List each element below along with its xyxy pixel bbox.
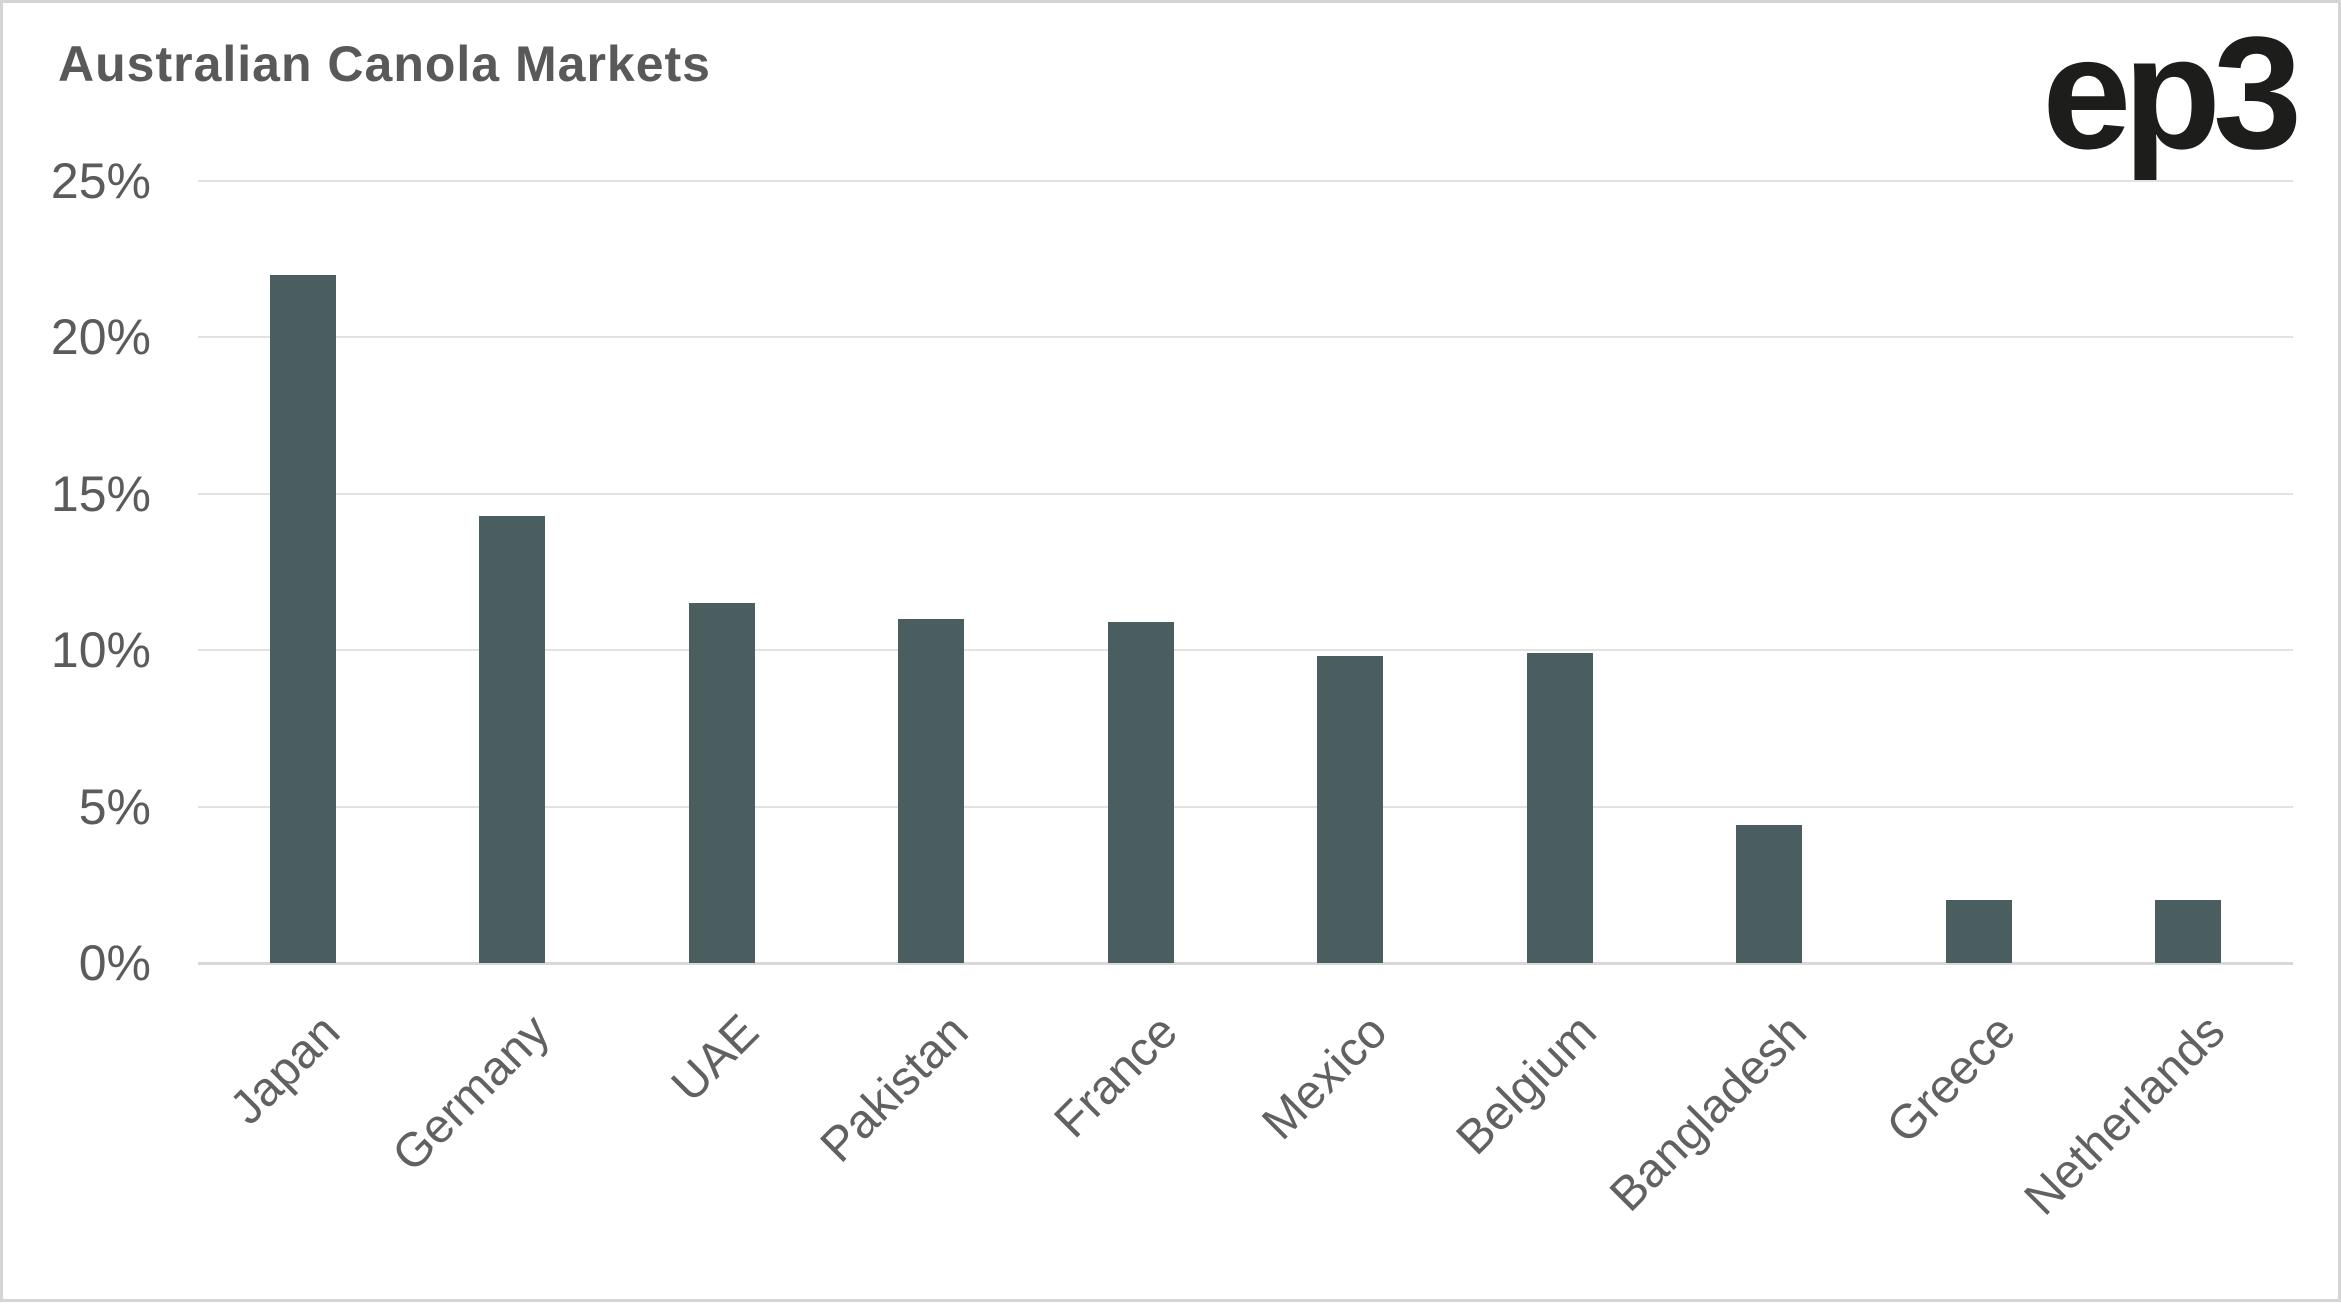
bar-greece: [1945, 900, 2012, 963]
x-axis-baseline: [198, 962, 2293, 965]
category-band-belgium: Belgium: [1447, 181, 1665, 1165]
y-axis-tick-labels: 25% 20% 15% 10% 5% 0%: [3, 3, 151, 1305]
category-band-uae: UAE: [617, 181, 827, 1112]
gridline-5: [198, 805, 2293, 808]
gridline-15: [198, 492, 2293, 495]
bar-uae: [688, 603, 755, 963]
y-tick-label-25: 25%: [50, 153, 151, 209]
chart-title: Australian Canola Markets: [58, 36, 711, 92]
bar-mexico: [1317, 656, 1384, 963]
category-band-mexico: Mexico: [1246, 181, 1456, 1150]
y-tick-label-10: 10%: [50, 622, 151, 679]
bar-pakistan: [898, 618, 965, 963]
bar-belgium: [1526, 653, 1593, 963]
x-tick-label-bangladesh: Bangladesh: [1599, 1004, 1817, 1222]
x-tick-label-greece: Greece: [1877, 1004, 2027, 1154]
bar-bangladesh: [1736, 825, 1803, 963]
category-band-netherlands: Netherlands: [2015, 181, 2294, 1225]
bar-germany: [479, 515, 546, 963]
gridline-25: [198, 180, 2293, 182]
bars-layer: Japan Germany UAE Pakistan France Mexico Belgi…: [198, 181, 2294, 1225]
bar-japan: [269, 274, 336, 963]
x-tick-label-france: France: [1044, 1004, 1189, 1148]
x-tick-label-pakistan: Pakistan: [810, 1004, 979, 1173]
x-tick-label-belgium: Belgium: [1447, 1004, 1608, 1165]
plot-area: Japan Germany UAE Pakistan France Mexico Belgi…: [198, 180, 2294, 1225]
gridline-20: [198, 336, 2293, 339]
x-tick-label-germany: Germany: [382, 1004, 560, 1182]
category-band-greece: Greece: [1874, 181, 2084, 1154]
y-tick-label-15: 15%: [50, 465, 151, 522]
category-band-france: France: [1036, 181, 1246, 1148]
ep3-logo: ep3: [2042, 3, 2302, 182]
x-tick-label-netherlands: Netherlands: [2015, 1004, 2236, 1226]
category-band-bangladesh: Bangladesh: [1600, 181, 1875, 1222]
category-band-germany: Germany: [383, 181, 618, 1182]
x-tick-label-mexico: Mexico: [1252, 1004, 1398, 1150]
x-tick-label-japan: Japan: [220, 1004, 351, 1135]
y-tick-label-20: 20%: [50, 309, 151, 366]
y-tick-label-5: 5%: [78, 778, 151, 835]
category-band-pakistan: Pakistan: [811, 181, 1037, 1173]
bar-france: [1107, 622, 1174, 963]
gridline-10: [198, 649, 2293, 652]
category-band-japan: Japan: [198, 181, 408, 1135]
x-tick-label-uae: UAE: [661, 1004, 770, 1113]
y-tick-label-0: 0%: [78, 935, 151, 991]
bar-netherlands: [2155, 900, 2222, 963]
